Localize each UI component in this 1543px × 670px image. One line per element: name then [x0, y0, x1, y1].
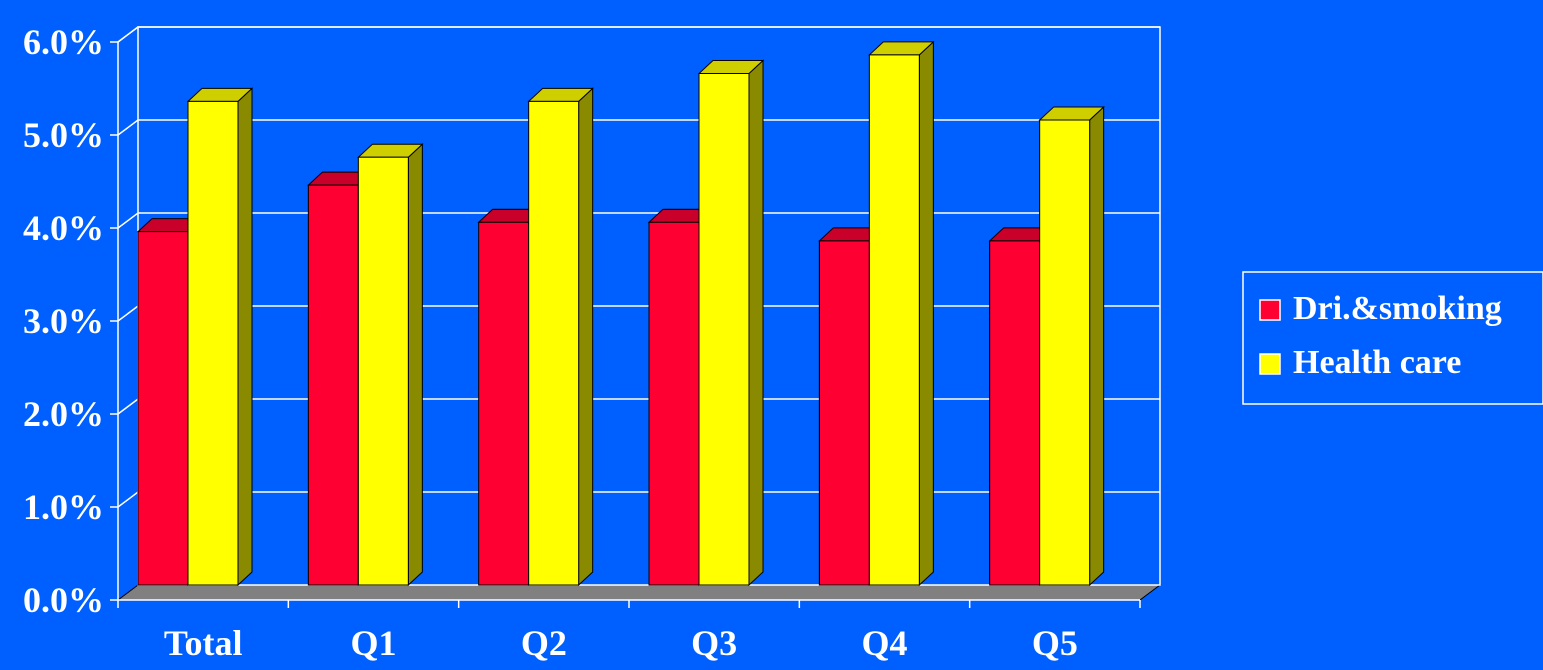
bar — [698, 73, 750, 586]
bar-side — [578, 87, 594, 587]
bar-side — [237, 87, 253, 587]
y-tick-label: 6.0% — [23, 22, 104, 62]
legend-swatch — [1259, 353, 1281, 375]
bar-side — [748, 59, 764, 587]
gridline — [117, 119, 1160, 136]
x-tick-label: Q3 — [691, 623, 737, 663]
y-tick-label: 1.0% — [23, 487, 104, 527]
bar — [357, 156, 409, 586]
x-tick-label: Q4 — [861, 623, 907, 663]
axes: 0.0% 1.0% 2.0% 3.0% 4.0% 5.0% 6.0% Total Q1 Q2 Q3 Q… — [23, 22, 1141, 663]
chart-floor — [116, 584, 1162, 601]
bar — [868, 54, 920, 586]
x-tick-label: Q1 — [350, 623, 396, 663]
legend: Dri.&smoking Health care — [1242, 271, 1543, 405]
bar — [307, 184, 359, 586]
x-tick-label: Q2 — [521, 623, 567, 663]
y-tick-label: 4.0% — [23, 208, 104, 248]
y-tick-label: 0.0% — [23, 580, 104, 620]
y-tick-label: 2.0% — [23, 394, 104, 434]
legend-box — [1242, 271, 1543, 405]
bar — [648, 221, 700, 586]
bar — [818, 240, 870, 586]
bar-side — [918, 40, 934, 587]
bar — [989, 240, 1041, 586]
gridline — [117, 26, 1160, 43]
legend-label: Dri.&smoking — [1293, 290, 1502, 327]
x-tick-label: Total — [164, 623, 243, 663]
y-tick-label: 3.0% — [23, 301, 104, 341]
bar — [478, 221, 530, 586]
legend-label: Health care — [1293, 344, 1461, 381]
x-tick-label: Q5 — [1032, 623, 1078, 663]
bar — [187, 100, 239, 586]
bar-side — [407, 143, 423, 587]
gridline — [117, 212, 1160, 229]
bar — [528, 100, 580, 586]
bar — [1039, 119, 1091, 586]
bars — [136, 40, 1105, 587]
bar — [137, 231, 189, 586]
legend-swatch — [1259, 299, 1281, 321]
bar-side — [1089, 105, 1105, 587]
y-tick-label: 5.0% — [23, 115, 104, 155]
